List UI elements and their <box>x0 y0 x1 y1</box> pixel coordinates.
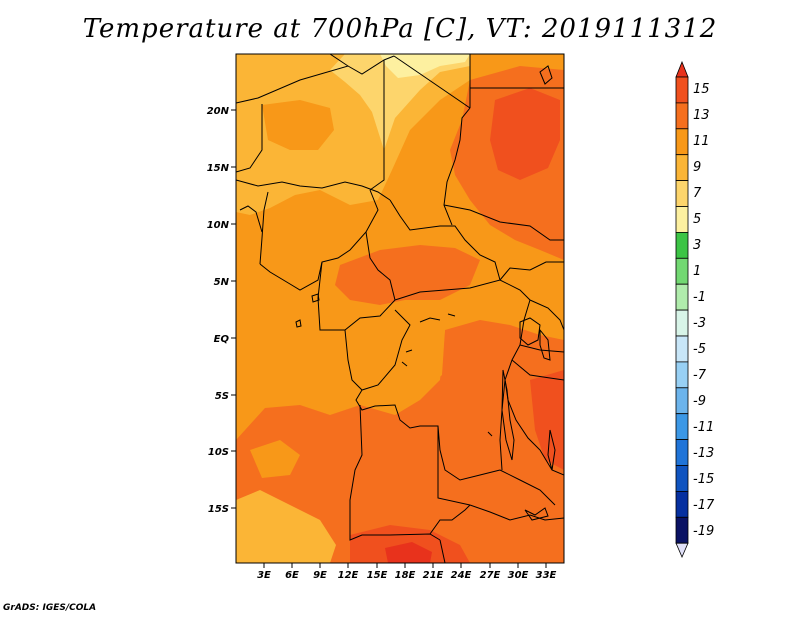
colorbar-segment <box>675 180 689 207</box>
colorbar-segment <box>675 516 689 544</box>
temperature-region-coolest-north <box>380 54 470 78</box>
lat-label-10s: 10S <box>208 447 229 458</box>
colorbar-segment <box>675 154 689 181</box>
temperature-region-cool-north <box>320 54 470 150</box>
colorbar-label: 11 <box>693 134 710 149</box>
lon-label-15e: 15E <box>367 570 388 581</box>
lon-label-3e: 3E <box>257 570 271 581</box>
colorbar-segment <box>675 490 689 518</box>
lon-label-6e: 6E <box>285 570 299 581</box>
longitude-axis: 3E 6E 9E 12E 15E 18E 21E 24E 27E 30E 33E <box>257 563 557 581</box>
map-plot-area <box>236 54 564 563</box>
colorbar-segment <box>675 76 689 104</box>
colorbar-segment <box>675 128 689 156</box>
temperature-region-hottest-south <box>385 542 432 563</box>
credit-text: GrADS: IGES/COLA <box>3 603 97 613</box>
temperature-region-very-warm-east <box>490 88 560 180</box>
lon-label-12e: 12E <box>338 570 359 581</box>
lon-label-9e: 9E <box>313 570 327 581</box>
lon-label-21e: 21E <box>423 570 444 581</box>
lon-label-27e: 27E <box>480 570 501 581</box>
colorbar-label: -1 <box>693 290 706 305</box>
colorbar-segment <box>675 309 689 337</box>
temperature-region-moderate-central <box>380 330 445 405</box>
colorbar-label: -11 <box>693 420 714 435</box>
colorbar-segment <box>675 387 689 415</box>
lat-label-15n: 15N <box>207 163 230 174</box>
colorbar-segment <box>675 413 689 441</box>
colorbar-segment <box>675 257 689 285</box>
colorbar-label: 13 <box>693 108 710 123</box>
map-frame <box>235 53 565 564</box>
lat-label-5s: 5S <box>215 391 229 402</box>
temperature-region-mild-sw-2 <box>250 440 300 478</box>
colorbar-label: 1 <box>693 264 701 279</box>
colorbar-label: -3 <box>693 316 706 331</box>
colorbar-top-arrow <box>675 60 689 78</box>
temperature-region-warm-central <box>236 320 564 563</box>
map-title: Temperature at 700hPa [C], VT: 201911131… <box>82 14 718 44</box>
lon-label-30e: 30E <box>508 570 529 581</box>
lat-label-20n: 20N <box>207 106 230 117</box>
colorbar-label: -17 <box>693 498 715 513</box>
colorbar-label: -9 <box>693 394 706 409</box>
lat-label-10n: 10N <box>207 220 230 231</box>
lon-label-33e: 33E <box>536 570 557 581</box>
colorbar-segment <box>675 206 689 233</box>
lat-label-15s: 15S <box>208 504 229 515</box>
colorbar-label: 5 <box>693 212 701 227</box>
colorbar <box>675 60 689 559</box>
temperature-region-mild-sw <box>236 490 336 563</box>
colorbar-segment <box>675 283 689 311</box>
lon-label-18e: 18E <box>395 570 416 581</box>
temperature-region-mild-nw <box>236 54 345 95</box>
temperature-region-very-warm-east-2 <box>530 370 564 470</box>
colorbar-label: 9 <box>693 160 701 175</box>
colorbar-label: 15 <box>693 82 710 97</box>
colorbar-segment <box>675 361 689 389</box>
lat-label-eq: EQ <box>214 334 230 345</box>
colorbar-label: -15 <box>693 472 714 487</box>
colorbar-label: -7 <box>693 368 707 383</box>
colorbar-segment <box>675 102 689 130</box>
colorbar-label: -13 <box>693 446 714 461</box>
latitude-axis: 20N 15N 10N 5N EQ 5S 10S 15S <box>207 106 236 515</box>
colorbar-label: 3 <box>693 238 701 253</box>
lon-label-24e: 24E <box>451 570 472 581</box>
colorbar-bottom-arrow <box>675 542 689 559</box>
colorbar-segment <box>675 231 689 259</box>
colorbar-segment <box>675 335 689 363</box>
colorbar-label: 7 <box>693 186 702 201</box>
colorbar-label: -19 <box>693 524 714 539</box>
colorbar-label: -5 <box>693 342 706 357</box>
country-borders <box>236 54 564 563</box>
colorbar-segment <box>675 465 689 492</box>
lat-label-5n: 5N <box>214 277 230 288</box>
colorbar-segment <box>675 439 689 466</box>
temperature-region-moderate-nw <box>262 100 334 150</box>
colorbar-labels: 15 13 11 9 7 5 3 1 -1 -3 -5 -7 -9 -11 -1… <box>693 82 715 539</box>
